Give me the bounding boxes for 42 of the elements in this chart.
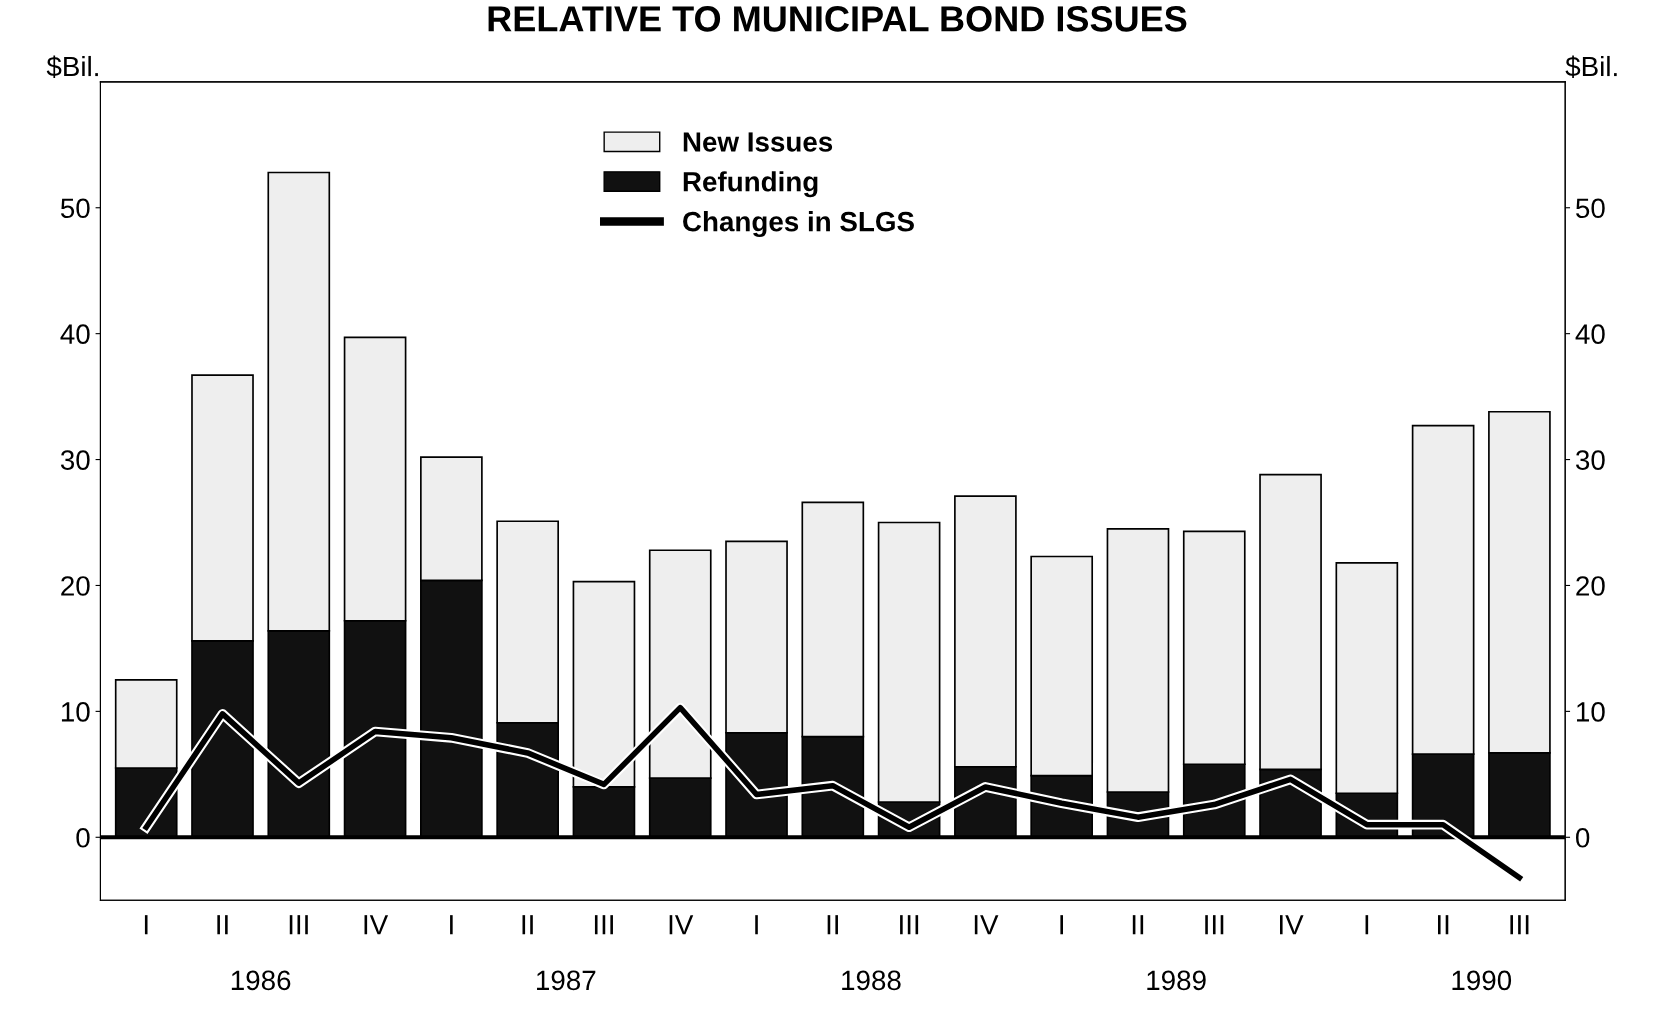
x-tick-label: III xyxy=(289,915,308,935)
y2-tick-label: 30 xyxy=(1575,450,1605,470)
y-axis-title: $Bil. xyxy=(46,55,98,78)
legend-label: Refunding xyxy=(683,171,818,198)
x-tick-label: III xyxy=(594,915,613,935)
text: 1989 xyxy=(1147,970,1206,991)
x-tick-label: I xyxy=(1365,915,1369,935)
x-tick-label: III xyxy=(1205,915,1224,935)
x-tick-label: I xyxy=(144,915,148,935)
text: 1988 xyxy=(842,970,901,991)
y2-tick-label: 20 xyxy=(1576,576,1605,596)
y-tick-label: 50 xyxy=(60,198,90,219)
x-tick-label: III xyxy=(900,915,919,935)
text: 1986 xyxy=(231,970,291,991)
y-tick-label: 10 xyxy=(61,702,90,722)
x-tick-label: III xyxy=(1510,915,1529,935)
x-tick-label: II xyxy=(217,915,228,935)
y-tick-label: 0 xyxy=(76,827,90,848)
y2-tick-label: 50 xyxy=(1576,198,1605,219)
x-tick-label: IV xyxy=(669,915,694,935)
x-tick-label: II xyxy=(1132,915,1144,935)
y2-tick-label: 0 xyxy=(1576,827,1590,848)
y-tick-label: 40 xyxy=(60,324,90,344)
x-tick-label: IV xyxy=(974,915,999,935)
x-tick-label: II xyxy=(827,915,838,935)
x-tick-label: II xyxy=(522,915,533,935)
chart-title: RELATIVE TO MUNICIPAL BOND ISSUES xyxy=(488,6,1187,32)
y-tick-label: 20 xyxy=(61,576,90,596)
x-tick-label: I xyxy=(1060,915,1063,935)
text: 1987 xyxy=(537,970,596,991)
x-tick-label: II xyxy=(1437,915,1449,935)
y2-tick-label: 40 xyxy=(1575,324,1605,344)
y2-axis-title: $Bil. xyxy=(1565,55,1617,78)
x-tick-label: IV xyxy=(364,915,389,935)
y2-tick-label: 10 xyxy=(1577,702,1605,722)
x-tick-label: IV xyxy=(1279,915,1304,935)
legend-label: Changes in SLGS xyxy=(683,211,914,238)
x-tick-label: I xyxy=(755,915,758,935)
legend-label: New Issues xyxy=(683,132,833,152)
text: 1990 xyxy=(1452,970,1512,991)
x-tick-label: I xyxy=(450,915,453,935)
y-tick-label: 30 xyxy=(60,450,90,470)
